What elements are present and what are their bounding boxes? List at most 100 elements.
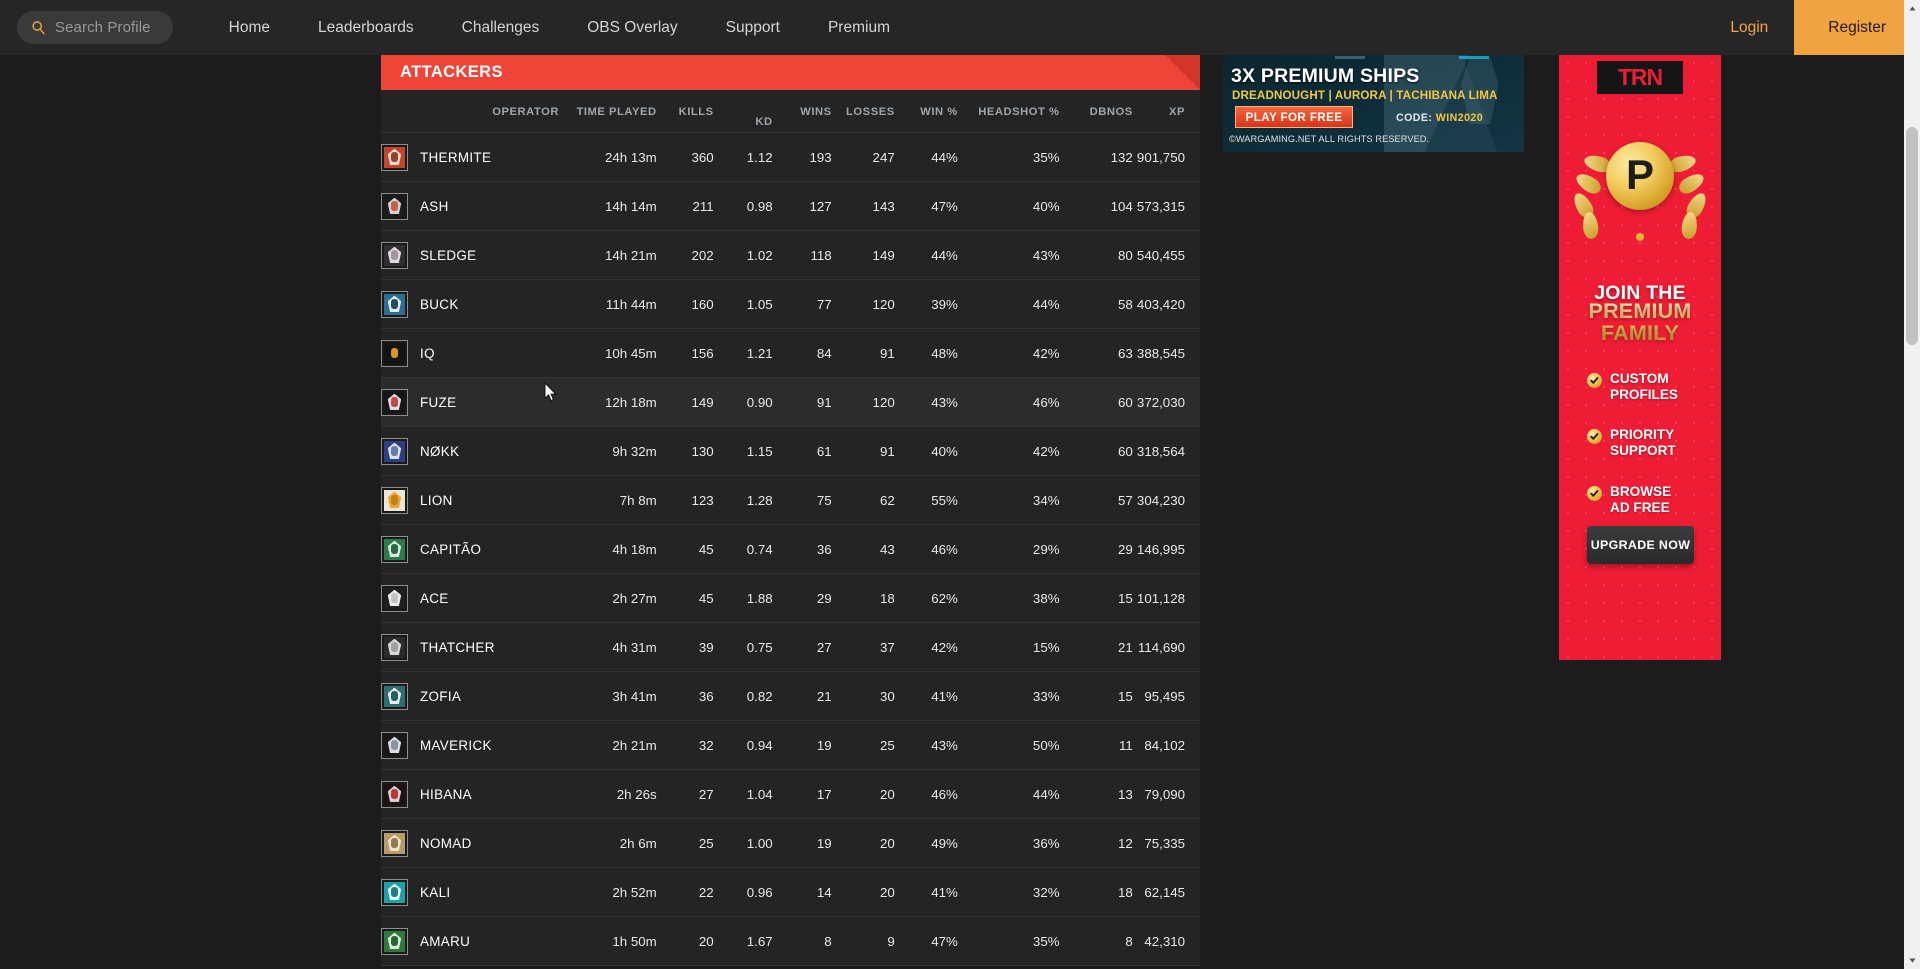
scroll-up-arrow-icon[interactable] bbox=[1904, 0, 1920, 17]
cell-headshot-pct: 36% bbox=[957, 818, 1060, 868]
cell-headshot-pct: 46% bbox=[957, 377, 1060, 427]
column-header-headshot-pct[interactable]: HEADSHOT % bbox=[957, 90, 1060, 133]
scroll-down-arrow-icon[interactable] bbox=[1904, 952, 1920, 969]
nav-link-premium[interactable]: Premium bbox=[827, 19, 890, 36]
scrollbar-thumb[interactable] bbox=[1906, 127, 1918, 345]
operator-avatar-icon bbox=[381, 633, 408, 661]
cell-losses: 30 bbox=[831, 671, 895, 721]
register-button[interactable]: Register bbox=[1794, 0, 1920, 55]
table-row[interactable]: BUCK 11h 44m 160 1.05 77 120 39% 44% 58 403,420 bbox=[381, 279, 1200, 329]
cell-kd: 0.75 bbox=[713, 622, 773, 672]
cell-operator: MAVERICK bbox=[381, 720, 560, 770]
table-row[interactable]: CAPITÃO 4h 18m 45 0.74 36 43 46% 29% 29 146,995 bbox=[381, 524, 1200, 574]
table-row[interactable]: NOMAD 2h 6m 25 1.00 19 20 49% 36% 12 75,335 bbox=[381, 818, 1200, 868]
cell-kd: 1.88 bbox=[713, 573, 773, 623]
page-scrollbar[interactable] bbox=[1904, 0, 1920, 969]
nav-link-challenges[interactable]: Challenges bbox=[461, 19, 540, 36]
nav-link-leaderboards[interactable]: Leaderboards bbox=[317, 19, 414, 36]
table-row[interactable]: KALI 2h 52m 22 0.96 14 20 41% 32% 18 62,145 bbox=[381, 867, 1200, 917]
cell-xp: 901,750 bbox=[1132, 132, 1200, 182]
table-row[interactable]: NØKK 9h 32m 130 1.15 61 91 40% 42% 60 318,564 bbox=[381, 426, 1200, 476]
cell-kills: 149 bbox=[656, 377, 714, 427]
table-row[interactable]: ACE 2h 27m 45 1.88 29 18 62% 38% 15 101,128 bbox=[381, 573, 1200, 623]
check-icon bbox=[1587, 429, 1602, 444]
cell-kd: 0.82 bbox=[713, 671, 773, 721]
nav-link-obs-overlay[interactable]: OBS Overlay bbox=[587, 19, 678, 36]
table-row[interactable]: MAVERICK 2h 21m 32 0.94 19 25 43% 50% 11 84,102 bbox=[381, 720, 1200, 770]
operator-avatar-icon bbox=[381, 192, 408, 220]
trn-logo: TRN bbox=[1597, 61, 1683, 94]
wargaming-ad-banner[interactable]: 3X PREMIUM SHIPS DREADNOUGHT | AURORA | … bbox=[1223, 54, 1524, 152]
cell-dbnos: 15 bbox=[1059, 671, 1133, 721]
column-header-wins[interactable]: WINS bbox=[772, 90, 832, 133]
table-row[interactable]: SLEDGE 14h 21m 202 1.02 118 149 44% 43% 80 540,45… bbox=[381, 230, 1200, 280]
search-profile-input[interactable]: Search Profile bbox=[17, 11, 173, 44]
table-row[interactable]: AMARU 1h 50m 20 1.67 8 9 47% 35% 8 42,310 bbox=[381, 916, 1200, 966]
table-row[interactable]: FUZE 12h 18m 149 0.90 91 120 43% 46% 60 372,030 bbox=[381, 377, 1200, 427]
nav-links: Home Leaderboards Challenges OBS Overlay… bbox=[205, 0, 914, 55]
perk-line-1: CUSTOM bbox=[1610, 371, 1669, 386]
cell-xp: 146,995 bbox=[1132, 524, 1200, 574]
table-row[interactable]: THATCHER 4h 31m 39 0.75 27 37 42% 15% 21 114,690 bbox=[381, 622, 1200, 672]
cell-losses: 120 bbox=[831, 377, 895, 427]
cell-dbnos: 60 bbox=[1059, 377, 1133, 427]
column-header-xp[interactable]: XP bbox=[1132, 90, 1200, 133]
cell-losses: 37 bbox=[831, 622, 895, 672]
cell-losses: 18 bbox=[831, 573, 895, 623]
table-row[interactable]: LION 7h 8m 123 1.28 75 62 55% 34% 57 304,230 bbox=[381, 475, 1200, 525]
ad-headline: 3X PREMIUM SHIPS bbox=[1231, 65, 1420, 87]
column-header-kills[interactable]: KILLS bbox=[656, 90, 714, 133]
cell-win-pct: 47% bbox=[894, 181, 958, 231]
cell-time-played: 2h 21m bbox=[559, 720, 657, 770]
cell-xp: 101,128 bbox=[1132, 573, 1200, 623]
nav-link-home[interactable]: Home bbox=[228, 19, 270, 36]
cell-time-played: 9h 32m bbox=[559, 426, 657, 476]
column-header-dbnos[interactable]: DBNOS bbox=[1059, 90, 1133, 133]
login-link[interactable]: Login bbox=[1730, 19, 1769, 36]
column-header-time-played[interactable]: TIME PLAYED bbox=[559, 90, 657, 133]
cell-time-played: 4h 18m bbox=[559, 524, 657, 574]
table-row[interactable]: ZOFIA 3h 41m 36 0.82 21 30 41% 33% 15 95,495 bbox=[381, 671, 1200, 721]
upgrade-now-button[interactable]: UPGRADE NOW bbox=[1587, 526, 1694, 564]
attackers-card-header: ATTACKERS bbox=[381, 54, 1200, 90]
table-row[interactable]: THERMITE 24h 13m 360 1.12 193 247 44% 35% 132 901… bbox=[381, 132, 1200, 182]
cell-headshot-pct: 44% bbox=[957, 279, 1060, 329]
operator-name: MAVERICK bbox=[420, 737, 492, 753]
operator-name: FUZE bbox=[420, 394, 457, 410]
column-header-kd[interactable]: KD bbox=[713, 90, 773, 133]
premium-ad-banner[interactable]: TRN P JOIN THE PREMIUM FAMILY bbox=[1559, 54, 1721, 660]
column-header-operator[interactable]: OPERATOR bbox=[381, 90, 560, 133]
cell-kills: 22 bbox=[656, 867, 714, 917]
table-row[interactable]: HIBANA 2h 26s 27 1.04 17 20 46% 44% 13 79,090 bbox=[381, 769, 1200, 819]
operator-avatar-icon bbox=[381, 241, 408, 269]
cell-time-played: 24h 13m bbox=[559, 132, 657, 182]
column-header-win-pct[interactable]: WIN % bbox=[894, 90, 958, 133]
table-row[interactable]: IQ 10h 45m 156 1.21 84 91 48% 42% 63 388,545 bbox=[381, 328, 1200, 378]
cell-kd: 0.98 bbox=[713, 181, 773, 231]
cell-kd: 0.90 bbox=[713, 377, 773, 427]
cell-win-pct: 44% bbox=[894, 230, 958, 280]
cell-kills: 360 bbox=[656, 132, 714, 182]
cell-dbnos: 104 bbox=[1059, 181, 1133, 231]
cell-dbnos: 132 bbox=[1059, 132, 1133, 182]
cell-xp: 388,545 bbox=[1132, 328, 1200, 378]
cell-time-played: 2h 6m bbox=[559, 818, 657, 868]
premium-perk-custom-profiles: CUSTOM PROFILES bbox=[1587, 371, 1678, 402]
cell-kills: 25 bbox=[656, 818, 714, 868]
cell-losses: 20 bbox=[831, 818, 895, 868]
play-for-free-button[interactable]: PLAY FOR FREE bbox=[1235, 106, 1353, 128]
premium-heading-line2: PREMIUM bbox=[1588, 299, 1692, 323]
upgrade-now-label: UPGRADE NOW bbox=[1590, 538, 1691, 552]
cell-xp: 75,335 bbox=[1132, 818, 1200, 868]
premium-perk-priority-support: PRIORITY SUPPORT bbox=[1587, 427, 1676, 458]
check-icon bbox=[1587, 486, 1602, 501]
cell-win-pct: 39% bbox=[894, 279, 958, 329]
cell-kd: 1.21 bbox=[713, 328, 773, 378]
promo-code: CODE: WIN2020 bbox=[1396, 112, 1483, 124]
table-row[interactable]: ASH 14h 14m 211 0.98 127 143 47% 40% 104 573,315 bbox=[381, 181, 1200, 231]
cell-kd: 0.96 bbox=[713, 867, 773, 917]
nav-link-support[interactable]: Support bbox=[725, 19, 780, 36]
column-header-losses[interactable]: LOSSES bbox=[831, 90, 895, 133]
cell-wins: 19 bbox=[772, 720, 832, 770]
premium-heading-top: JOIN THE bbox=[1594, 282, 1686, 304]
